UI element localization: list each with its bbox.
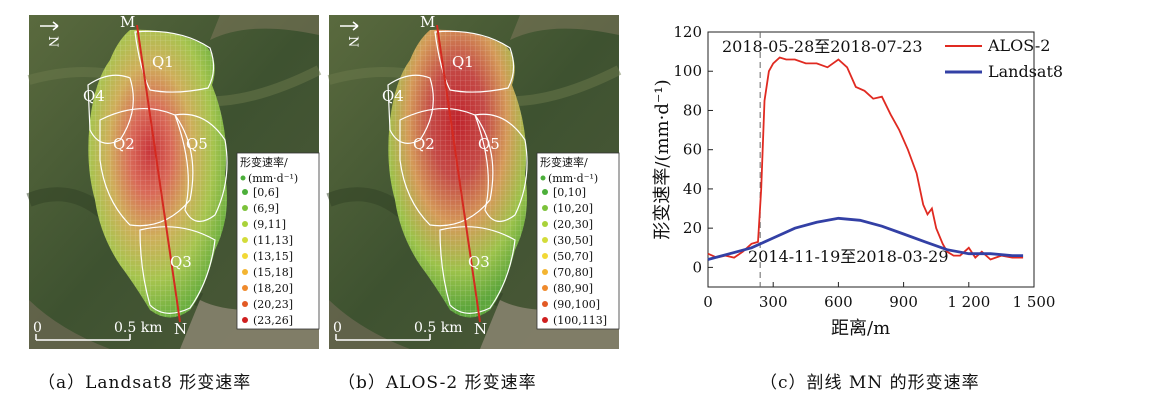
legend-label: (50,70] xyxy=(553,250,593,263)
legend-label: (100,113] xyxy=(553,314,607,327)
panel-a-labels: N M N Q1 Q2 Q3 Q4 Q5 0 0.5 km 形变速率/ (mm·… xyxy=(33,13,298,338)
scale-max-a: 0.5 km xyxy=(114,320,162,336)
legend-label: (9,11] xyxy=(253,218,286,231)
y-tick-label: 60 xyxy=(683,141,702,159)
y-tick-label: 20 xyxy=(683,219,702,237)
y-tick-label: 0 xyxy=(692,258,702,276)
legend-label: (11,13] xyxy=(253,234,293,247)
legend-swatch xyxy=(542,237,548,243)
caption-c: （c）剖线 MN 的形变速率 xyxy=(760,373,980,393)
legend-label: (20,30] xyxy=(553,218,593,231)
legend-swatch xyxy=(542,269,548,275)
zone-q1-b: Q1 xyxy=(452,53,474,71)
zone-q3-a: Q3 xyxy=(170,253,192,271)
legend-swatch xyxy=(542,205,548,211)
legend-label: (6,9] xyxy=(253,202,279,215)
profile-end-a: N xyxy=(174,320,187,338)
legend-label: (23,26] xyxy=(253,314,293,327)
legend-label: (80,90] xyxy=(553,282,593,295)
y-tick-label: 80 xyxy=(683,101,702,119)
y-axis-label: 形变速率/(mm·d⁻¹) xyxy=(652,79,673,239)
annotation-alos-period: 2018-05-28至2018-07-23 xyxy=(722,37,923,56)
legend-swatch xyxy=(242,205,248,211)
legend-title-b: 形变速率/ xyxy=(540,155,588,169)
series-line-alos2 xyxy=(707,56,1024,261)
legend-swatch xyxy=(542,253,548,259)
legend-label: (20,23] xyxy=(253,298,293,311)
legend-swatch xyxy=(542,317,548,323)
scale-zero-b: 0 xyxy=(333,320,342,336)
y-tick-label: 100 xyxy=(673,62,702,80)
legend-swatch xyxy=(242,189,248,195)
legend-label: (90,100] xyxy=(553,298,600,311)
profile-start-b: M xyxy=(420,13,435,31)
north-label-b: N xyxy=(345,36,360,47)
legend-label: [0,10] xyxy=(553,186,586,199)
annotation-landsat-period: 2014-11-19至2018-03-29 xyxy=(748,247,949,266)
legend-label: (70,80] xyxy=(553,266,593,279)
legend-label: (10,20] xyxy=(553,202,593,215)
legend-a-items: [0,6] (6,9] (9,11] (11,13] (13,15] (15,18] (18… xyxy=(242,186,293,327)
zone-q2-b: Q2 xyxy=(413,135,435,153)
profile-start-a: M xyxy=(120,13,135,31)
zone-q5-a: Q5 xyxy=(186,135,208,153)
legend-label: [0,6] xyxy=(253,186,279,199)
scale-zero-a: 0 xyxy=(33,320,42,336)
legend-label: (30,50] xyxy=(553,234,593,247)
zone-q1-a: Q1 xyxy=(152,53,174,71)
legend-unit-b: (mm·d⁻¹) xyxy=(548,172,598,185)
legend-title-marker-b xyxy=(540,175,546,181)
legend-swatch xyxy=(542,189,548,195)
legend-b-items: [0,10] (10,20] (20,30] (30,50] (50,70] (70,80… xyxy=(542,186,607,327)
panel-b-map xyxy=(326,15,622,349)
north-label-a: N xyxy=(45,36,60,47)
panel-b-labels: N M N Q1 Q2 Q3 Q4 Q5 0 0.5 km 形变速率/ (mm·… xyxy=(333,13,598,338)
legend-label: (15,18] xyxy=(253,266,293,279)
legend-unit-a: (mm·d⁻¹) xyxy=(248,172,298,185)
zone-q4-b: Q4 xyxy=(382,87,404,105)
legend-series-label: ALOS-2 xyxy=(987,36,1050,55)
zone-q4-a: Q4 xyxy=(83,87,105,105)
caption-b: （b）ALOS-2 形变速率 xyxy=(338,373,537,393)
x-tick-label: 300 xyxy=(759,293,788,311)
plot-frame xyxy=(707,31,1035,288)
legend-series-label: Landsat8 xyxy=(988,62,1063,81)
legend-title-a: 形变速率/ xyxy=(240,155,288,169)
caption-a: （a）Landsat8 形变速率 xyxy=(38,373,252,393)
panel-a-map xyxy=(26,15,322,349)
profile-end-b: N xyxy=(474,320,487,338)
legend-swatch xyxy=(242,285,248,291)
legend-swatch xyxy=(242,253,248,259)
scale-max-b: 0.5 km xyxy=(414,320,462,336)
x-axis-label: 距离/m xyxy=(831,318,890,339)
x-tick-label: 1 500 xyxy=(1013,293,1056,311)
legend-label: (13,15] xyxy=(253,250,293,263)
zone-q5-b: Q5 xyxy=(478,135,500,153)
legend-swatch xyxy=(242,301,248,307)
legend-swatch xyxy=(542,285,548,291)
legend-swatch xyxy=(242,221,248,227)
x-tick-label: 0 xyxy=(703,293,713,311)
legend-swatch xyxy=(542,301,548,307)
y-tick-label: 40 xyxy=(683,180,702,198)
x-tick-label: 600 xyxy=(824,293,853,311)
legend-swatch xyxy=(242,317,248,323)
legend-swatch xyxy=(242,237,248,243)
legend-swatch xyxy=(542,221,548,227)
legend-swatch xyxy=(242,269,248,275)
x-tick-label: 1 200 xyxy=(947,293,990,311)
zone-q2-a: Q2 xyxy=(113,135,135,153)
zone-q3-b: Q3 xyxy=(468,253,490,271)
legend-title-marker-a xyxy=(240,175,246,181)
series-line-landsat8 xyxy=(707,216,1024,261)
legend-label: (18,20] xyxy=(253,282,293,295)
y-tick-label: 120 xyxy=(673,23,702,41)
x-tick-label: 900 xyxy=(889,293,918,311)
